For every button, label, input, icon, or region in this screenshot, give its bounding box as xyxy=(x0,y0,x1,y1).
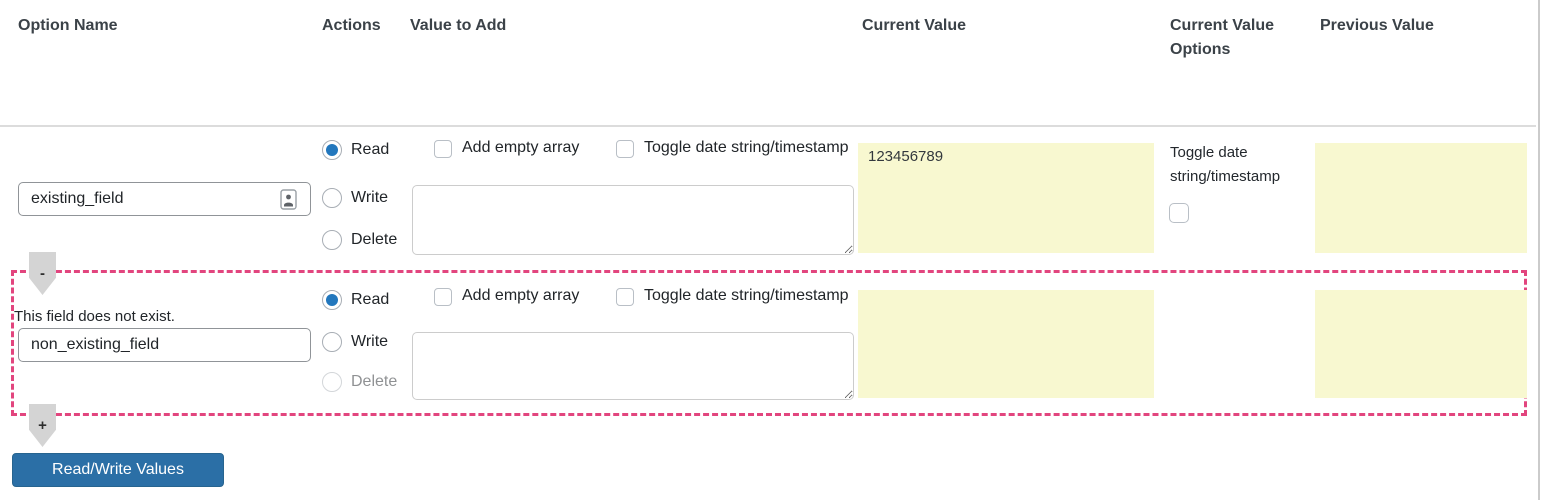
radio-read[interactable]: Read xyxy=(322,140,389,160)
option-name-input[interactable] xyxy=(18,182,311,216)
add-empty-array-checkbox[interactable]: Add empty array xyxy=(434,287,579,306)
column-header-current-value: Current Value xyxy=(862,17,967,34)
field-not-exist-note: This field does not exist. xyxy=(14,308,175,325)
header-divider xyxy=(0,125,1536,127)
previous-value-box xyxy=(1315,290,1527,398)
add-empty-array-label: Add empty array xyxy=(462,139,580,156)
toggle-date-checkbox[interactable]: Toggle date string/timestamp xyxy=(616,139,849,158)
radio-read-label: Read xyxy=(351,141,390,158)
radio-delete-label: Delete xyxy=(351,231,398,248)
add-row-button[interactable]: + xyxy=(29,404,56,447)
panel-right-border xyxy=(1538,0,1540,500)
current-value-options-toggle-checkbox[interactable] xyxy=(1169,203,1189,223)
option-name-input[interactable] xyxy=(18,328,311,362)
column-header-previous-value: Previous Value xyxy=(1320,17,1434,34)
checkbox-icon xyxy=(616,288,634,306)
current-value-options-label: Toggle date string/timestamp xyxy=(1170,144,1281,185)
read-write-values-button[interactable]: Read/Write Values xyxy=(12,453,224,487)
radio-write-icon xyxy=(322,188,342,208)
radio-read-icon xyxy=(322,290,342,310)
radio-delete[interactable]: Delete xyxy=(322,230,397,250)
column-header-value-to-add: Value to Add xyxy=(410,17,507,34)
checkbox-icon xyxy=(616,140,634,158)
radio-delete-icon xyxy=(322,230,342,250)
radio-write-label: Write xyxy=(351,189,389,206)
toggle-date-label: Toggle date string/timestamp xyxy=(644,287,849,304)
radio-read-icon xyxy=(322,140,342,160)
column-header-current-value-options: Current Value Options xyxy=(1170,17,1275,58)
radio-write-icon xyxy=(322,332,342,352)
radio-read[interactable]: Read xyxy=(322,290,389,310)
checkbox-icon xyxy=(434,140,452,158)
radio-read-label: Read xyxy=(351,291,390,308)
option-name-field-wrap xyxy=(18,182,311,216)
column-header-option-name: Option Name xyxy=(18,17,118,34)
add-empty-array-checkbox[interactable]: Add empty array xyxy=(434,139,579,158)
column-header-actions: Actions xyxy=(322,17,381,34)
add-empty-array-label: Add empty array xyxy=(462,287,580,304)
current-value-box: 123456789 xyxy=(858,143,1154,253)
value-to-add-textarea[interactable] xyxy=(412,185,854,255)
toggle-date-checkbox[interactable]: Toggle date string/timestamp xyxy=(616,287,849,306)
checkbox-icon xyxy=(434,288,452,306)
radio-delete-icon xyxy=(322,372,342,392)
radio-write[interactable]: Write xyxy=(322,332,388,352)
radio-write[interactable]: Write xyxy=(322,188,388,208)
radio-delete[interactable]: Delete xyxy=(322,372,397,392)
value-to-add-textarea[interactable] xyxy=(412,332,854,400)
radio-write-label: Write xyxy=(351,333,389,350)
radio-delete-label: Delete xyxy=(351,373,398,390)
current-value-box xyxy=(858,290,1154,398)
toggle-date-label: Toggle date string/timestamp xyxy=(644,139,849,156)
previous-value-box xyxy=(1315,143,1527,253)
